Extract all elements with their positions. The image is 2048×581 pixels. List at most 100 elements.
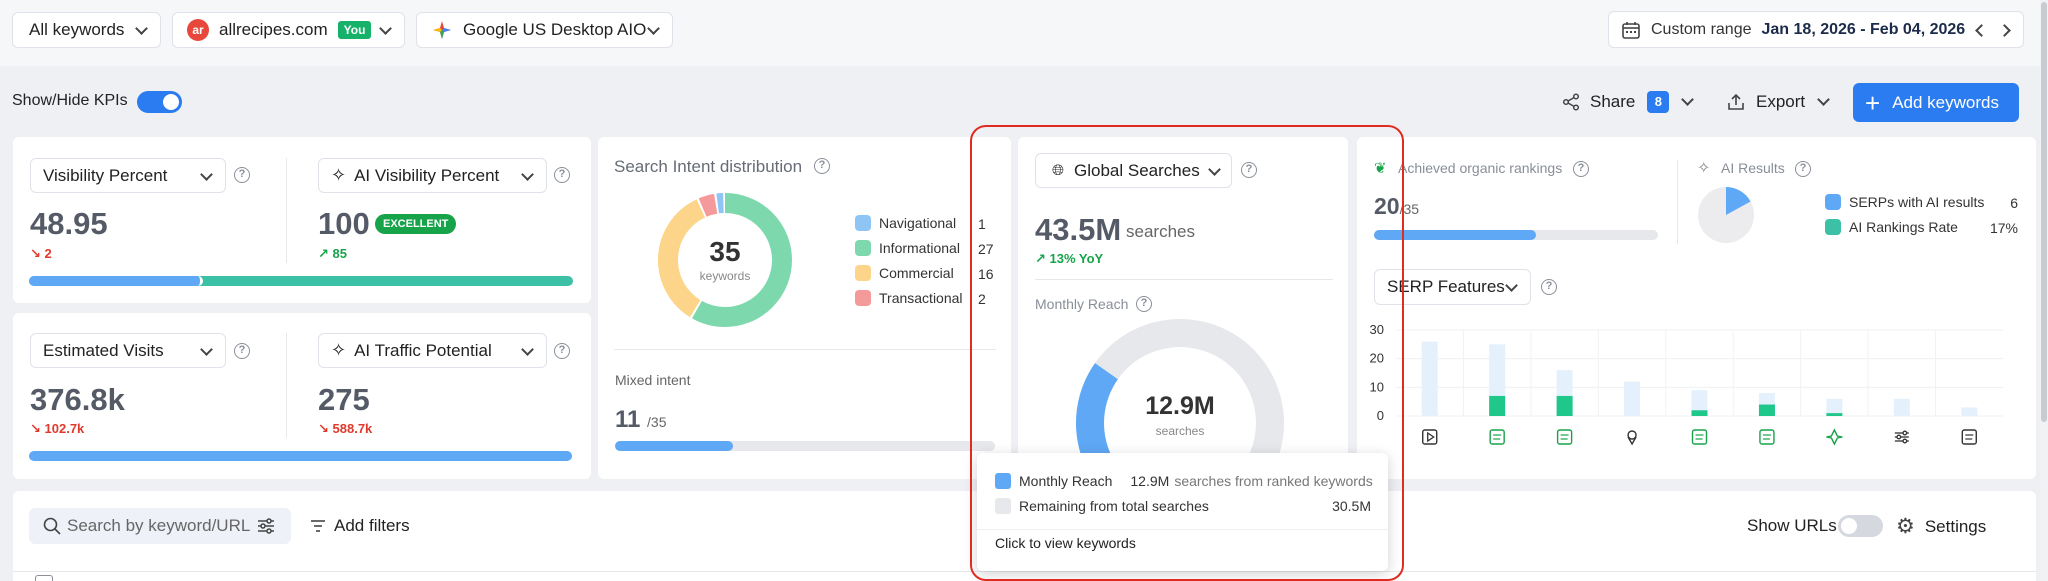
video-icon[interactable] xyxy=(1422,429,1438,445)
view-keywords-link[interactable]: Click to view keywords xyxy=(995,535,1136,551)
google-icon xyxy=(433,21,451,39)
legend-item-commercial[interactable]: Commercial xyxy=(855,265,954,281)
add-keywords-button[interactable]: + Add keywords xyxy=(1853,83,2019,122)
help-icon[interactable]: ? xyxy=(1541,279,1557,295)
bar-owned-discussions[interactable] xyxy=(1489,395,1506,416)
scrollbar[interactable] xyxy=(2040,0,2048,581)
global-searches-card xyxy=(1018,137,1348,479)
kpi-toggle[interactable] xyxy=(137,91,182,113)
filter-sliders-icon[interactable] xyxy=(257,518,275,534)
images-icon[interactable] xyxy=(1759,429,1775,445)
ai-traffic-delta: ↘ 588.7k xyxy=(318,421,373,436)
legend-item-navigational[interactable]: Navigational xyxy=(855,215,956,231)
gauge-unit: searches xyxy=(1155,424,1205,438)
yoy-value: 13% YoY xyxy=(1049,251,1104,266)
visibility-metric-dropdown[interactable]: Visibility Percent xyxy=(30,158,226,193)
bar-total-knowledge[interactable] xyxy=(1691,390,1708,416)
settings-button[interactable]: ⚙ Settings xyxy=(1896,514,1986,539)
bar-owned-ai-overview[interactable] xyxy=(1826,413,1843,416)
visits-metric-dropdown[interactable]: Estimated Visits xyxy=(30,333,226,368)
share-count-badge: 8 xyxy=(1647,91,1670,113)
range-value: Jan 18, 2026 - Feb 04, 2026 xyxy=(1761,20,1966,38)
local-icon[interactable] xyxy=(1627,430,1637,446)
help-icon[interactable]: ? xyxy=(234,167,250,183)
discussions-icon[interactable] xyxy=(1489,429,1505,445)
ai-traffic-dropdown[interactable]: ✧ AI Traffic Potential xyxy=(318,333,547,368)
export-label: Export xyxy=(1756,92,1806,111)
ai-pie-slice[interactable] xyxy=(1726,187,1751,215)
calendar-icon xyxy=(1622,21,1640,39)
y-tick-label: 30 xyxy=(1370,322,1384,337)
reach-tooltip[interactable]: Monthly Reach 12.9M searches from ranked… xyxy=(977,453,1388,571)
reviews-icon[interactable] xyxy=(1961,429,1977,445)
bar-owned-images[interactable] xyxy=(1758,404,1775,416)
show-urls-toggle[interactable] xyxy=(1838,515,1883,537)
help-icon[interactable]: ? xyxy=(234,343,250,359)
legend-value: 1 xyxy=(978,216,986,232)
date-range-selector[interactable]: Custom range Jan 18, 2026 - Feb 04, 2026 xyxy=(1608,11,2024,48)
rankings-card xyxy=(1357,137,2036,479)
global-searches-dropdown[interactable]: 🌐︎ Global Searches xyxy=(1035,153,1232,188)
ai-legend-item[interactable]: AI Rankings Rate xyxy=(1825,219,1958,235)
you-badge: You xyxy=(337,21,372,39)
bar-total-ai-overview[interactable] xyxy=(1826,398,1843,416)
bar-total-local[interactable] xyxy=(1624,381,1641,416)
donut-slice-informational[interactable] xyxy=(658,193,792,327)
ai-legend-value: 6 xyxy=(2010,195,2018,211)
ai-sparkle-icon: ✧ xyxy=(331,165,347,185)
ai-visibility-delta-value: 85 xyxy=(332,246,347,261)
prev-range-icon[interactable] xyxy=(1975,24,1988,37)
search-input[interactable]: Search by keyword/URL xyxy=(29,508,291,544)
visits-progress-fill xyxy=(29,451,572,461)
visibility-progress-track xyxy=(29,276,573,286)
engine-selector[interactable]: Google US Desktop AIO xyxy=(416,12,673,48)
share-button[interactable]: Share 8 xyxy=(1562,89,1695,115)
y-tick-label: 10 xyxy=(1370,379,1384,394)
filter-icon xyxy=(311,520,325,532)
select-all-checkbox[interactable] xyxy=(35,575,53,581)
ai-legend-item[interactable]: SERPs with AI results xyxy=(1825,194,1984,210)
serp-features-label: SERP Features xyxy=(1387,277,1505,296)
donut-slice-commercial[interactable] xyxy=(658,193,792,327)
export-button[interactable]: Export xyxy=(1726,89,1831,115)
search-icon xyxy=(43,517,61,535)
recipes-icon[interactable] xyxy=(1556,429,1573,445)
legend-item-informational[interactable]: Informational xyxy=(855,240,960,256)
ai-visibility-dropdown[interactable]: ✧ AI Visibility Percent xyxy=(318,158,547,193)
tooltip-reach-label: Monthly Reach xyxy=(1019,473,1113,489)
chevron-down-icon xyxy=(1208,163,1221,176)
legend-value: 2 xyxy=(978,291,986,307)
gauge-reach-arc[interactable] xyxy=(1076,363,1119,453)
domain-selector[interactable]: ar allrecipes.com You xyxy=(172,12,405,48)
organic-count: 20 xyxy=(1374,193,1400,219)
help-icon[interactable]: ? xyxy=(554,167,570,183)
knowledge-icon[interactable] xyxy=(1691,429,1708,445)
bar-owned-knowledge[interactable] xyxy=(1691,410,1708,416)
reach-swatch xyxy=(995,473,1011,489)
filters-icon[interactable] xyxy=(1894,430,1909,444)
help-icon[interactable]: ? xyxy=(1241,162,1257,178)
add-filters-button[interactable]: Add filters xyxy=(310,516,410,536)
visits-delta-value: 102.7k xyxy=(44,421,85,436)
legend-label: Informational xyxy=(879,240,960,256)
ai-overview-icon[interactable] xyxy=(1826,428,1843,446)
next-range-icon[interactable] xyxy=(1998,24,2011,37)
help-icon[interactable]: ? xyxy=(554,343,570,359)
tooltip-divider xyxy=(977,529,1388,530)
help-icon[interactable]: ? xyxy=(1795,161,1811,177)
keywords-filter-dropdown[interactable]: All keywords xyxy=(12,12,161,48)
legend-item-transactional[interactable]: Transactional xyxy=(855,290,963,306)
bar-owned-recipes[interactable] xyxy=(1556,395,1573,416)
legend-label: Commercial xyxy=(879,265,954,281)
help-icon[interactable]: ? xyxy=(1136,296,1152,312)
bar-total-video[interactable] xyxy=(1421,341,1438,416)
domain-logo: ar xyxy=(187,19,209,41)
chevron-down-icon xyxy=(1505,279,1518,292)
help-icon[interactable]: ? xyxy=(1573,161,1589,177)
bar-total-reviews[interactable] xyxy=(1961,407,1978,416)
serp-features-dropdown[interactable]: SERP Features xyxy=(1374,269,1531,305)
gauge-value: 12.9M xyxy=(1145,392,1215,420)
bar-total-filters[interactable] xyxy=(1893,398,1910,416)
help-icon[interactable]: ? xyxy=(814,158,830,174)
chevron-down-icon xyxy=(647,22,660,35)
